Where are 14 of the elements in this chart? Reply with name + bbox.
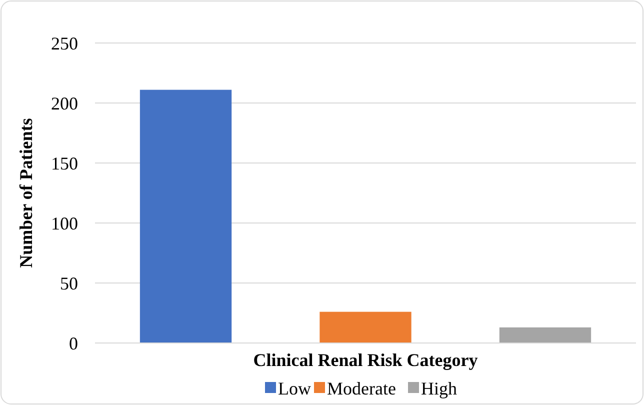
legend-label: Low (278, 378, 311, 398)
legend-label: Moderate (327, 378, 396, 398)
y-tick-label: 250 (51, 33, 78, 54)
y-tick-label: 100 (51, 213, 78, 234)
y-tick-label: 200 (51, 93, 78, 114)
x-axis-title: Clinical Renal Risk Category (253, 350, 478, 370)
bar (320, 312, 412, 343)
y-tick-label: 150 (51, 153, 78, 174)
bar (140, 90, 232, 343)
bar (499, 327, 592, 343)
legend-label: High (421, 378, 457, 398)
y-tick-label: 50 (60, 273, 78, 294)
y-tick-label: 0 (69, 333, 78, 354)
y-axis-title: Number of Patients (16, 118, 36, 268)
